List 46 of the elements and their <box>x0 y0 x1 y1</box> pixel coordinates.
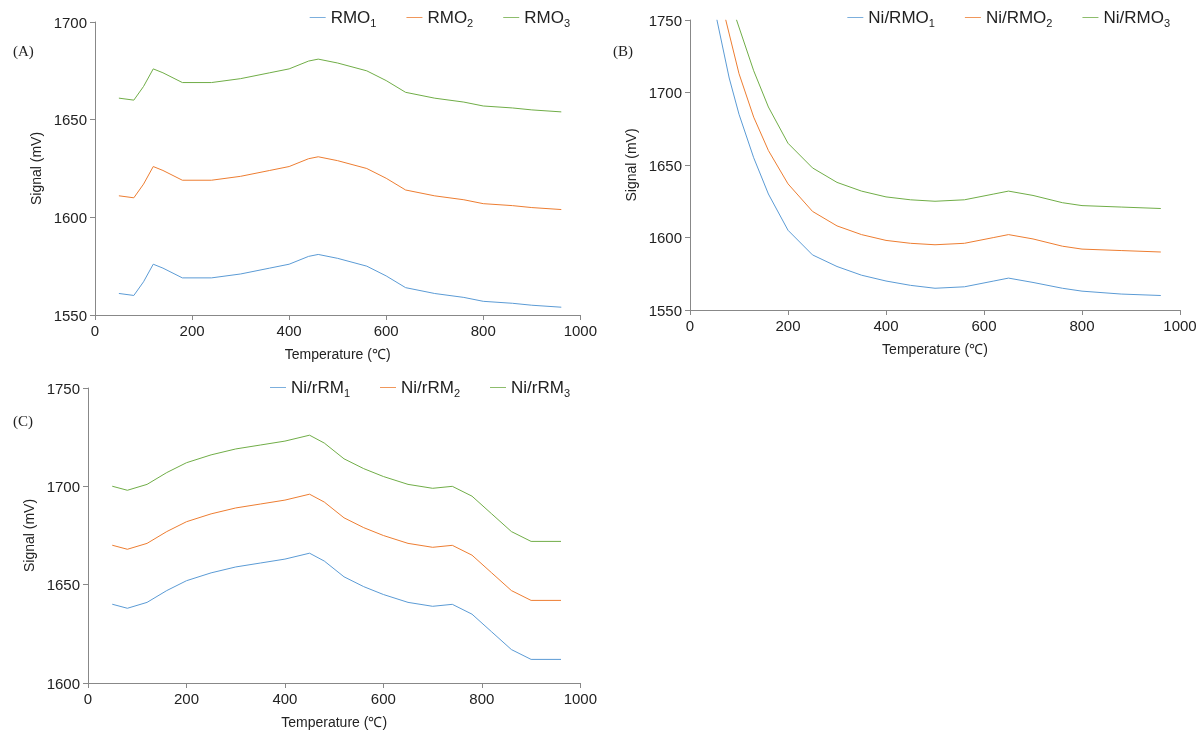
x-axis-title: Temperature (℃) <box>281 714 388 730</box>
y-axis-title: Signal (mV) <box>622 128 639 202</box>
x-tick-label: 200 <box>775 317 801 334</box>
line-series <box>112 434 562 542</box>
x-tick-label: 1000 <box>563 690 597 707</box>
y-axis-title: Signal (mV) <box>20 498 37 573</box>
x-tick-label: 600 <box>370 690 396 707</box>
x-tick-label: 800 <box>1069 317 1095 334</box>
y-tick-label: 1700 <box>53 13 87 31</box>
line-series <box>118 253 562 308</box>
y-tick-label: 1550 <box>648 301 682 319</box>
y-tick-label: 1750 <box>648 11 682 29</box>
x-tick-label: 600 <box>373 322 399 339</box>
x-tick-label: 200 <box>179 322 205 339</box>
text: (B) <box>613 42 633 60</box>
x-tick-label: 800 <box>469 690 495 707</box>
y-tick-label: 1700 <box>46 477 80 495</box>
y-tick-label: 1750 <box>46 379 80 397</box>
line-series <box>112 493 562 601</box>
y-tick-label: 1650 <box>53 111 87 129</box>
y-tick-label: 1600 <box>648 229 682 246</box>
line-series <box>118 156 562 211</box>
y-tick-label: 1600 <box>53 208 87 226</box>
x-tick-label: 0 <box>90 322 100 339</box>
y-axis-title: Signal (mV) <box>27 131 44 206</box>
y-tick-label: 1550 <box>53 306 87 324</box>
x-tick-label: 600 <box>971 317 997 334</box>
x-tick-label: 400 <box>272 690 298 707</box>
x-tick-label: 200 <box>173 690 199 707</box>
x-tick-label: 800 <box>470 322 496 339</box>
x-tick-label: 400 <box>276 322 302 339</box>
line-series <box>112 552 562 660</box>
y-tick-label: 1700 <box>648 84 682 101</box>
line-series <box>118 58 562 113</box>
y-tick-label: 1650 <box>648 156 682 174</box>
x-axis-title: Temperature (℃) <box>882 341 988 357</box>
x-tick-label: 0 <box>685 317 695 334</box>
text: (A) <box>13 42 34 60</box>
x-tick-label: 400 <box>873 317 899 334</box>
x-tick-label: 1000 <box>563 322 597 339</box>
text: (C) <box>13 412 33 430</box>
x-tick-label: 1000 <box>1163 317 1197 334</box>
y-tick-label: 1650 <box>46 576 80 594</box>
y-tick-label: 1600 <box>46 674 80 692</box>
x-axis-title: Temperature (℃) <box>284 346 391 362</box>
x-tick-label: 0 <box>83 690 93 707</box>
